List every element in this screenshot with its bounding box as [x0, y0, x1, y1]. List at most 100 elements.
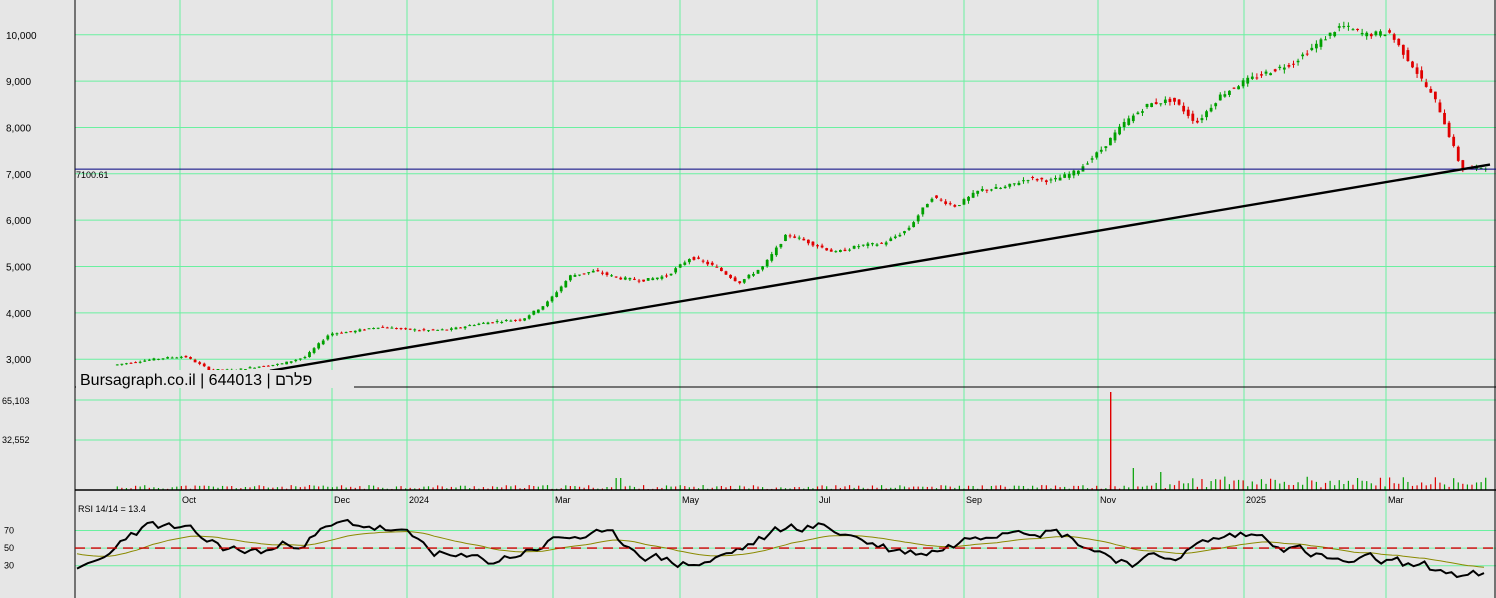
volume-bar [629, 485, 631, 490]
price-tick-label: 8,000 [6, 123, 31, 134]
volume-bar [1398, 483, 1400, 490]
volume-bar [844, 486, 846, 490]
volume-bar [999, 485, 1002, 490]
volume-bar [1004, 486, 1006, 490]
volume-bar [1022, 485, 1025, 490]
volume-bar [821, 485, 823, 490]
volume-bar [1260, 479, 1263, 490]
price-tick-label: 6,000 [6, 216, 31, 227]
candle [1282, 64, 1286, 74]
candle-body [774, 247, 778, 256]
x-axis-label: Jul [819, 495, 831, 505]
candle [1086, 161, 1089, 165]
candle [147, 358, 151, 361]
candle-body [1456, 146, 1460, 161]
candle-body [1342, 26, 1346, 28]
candle [971, 190, 975, 199]
candle [829, 248, 833, 252]
candle [953, 203, 957, 208]
candle-body [655, 277, 659, 280]
candle [720, 267, 723, 272]
volume-bar [1453, 478, 1455, 490]
candle [509, 319, 513, 322]
candle [482, 321, 485, 324]
candle-body [1104, 146, 1108, 149]
volume-bar [409, 487, 411, 490]
volume-bar [437, 485, 439, 490]
candle-body [1356, 28, 1359, 31]
candle [1273, 68, 1277, 73]
candle [811, 241, 815, 248]
candle [161, 358, 165, 361]
volume-bar [217, 487, 219, 490]
candle-body [1031, 177, 1035, 179]
candle-body [1017, 182, 1021, 186]
candle-body [486, 322, 490, 325]
candle-body [147, 359, 151, 361]
candle [1420, 66, 1424, 82]
candle [1099, 146, 1103, 154]
candle [257, 366, 261, 369]
volume-bar [812, 488, 814, 490]
volume-bar [377, 487, 379, 490]
volume-bar [940, 485, 942, 490]
candle-body [527, 315, 531, 319]
candle-body [1401, 44, 1405, 55]
volume-bar [185, 485, 187, 490]
candle-body [509, 320, 513, 322]
volume-bar [1192, 478, 1194, 490]
grid [75, 0, 1496, 598]
candle-body [619, 277, 623, 280]
candle-body [257, 366, 261, 368]
candle-body [1379, 31, 1382, 36]
volume-bar [1270, 478, 1272, 490]
candle [1022, 177, 1025, 184]
candle-body [1241, 80, 1245, 87]
candle-body [1205, 111, 1208, 118]
volume-bar [459, 485, 462, 490]
candle-body [1063, 174, 1067, 178]
candle [1250, 72, 1254, 81]
volume-bar [1443, 484, 1446, 490]
volume-bar [615, 478, 617, 490]
candle-body [454, 327, 458, 330]
volume-bar [1430, 484, 1432, 490]
volume-bar [1155, 482, 1157, 490]
candle-body [692, 257, 696, 260]
volume-bar [400, 486, 402, 490]
candle-body [1287, 65, 1291, 67]
volume-bar [972, 485, 974, 490]
candle-body [1250, 76, 1254, 79]
candle-body [999, 187, 1002, 189]
volume-bar [1164, 488, 1166, 490]
candle [578, 274, 581, 277]
candle-body [729, 274, 732, 278]
candle [1241, 78, 1245, 89]
candle [985, 189, 989, 194]
volume-bar [1297, 482, 1299, 490]
candle [546, 300, 549, 308]
volume-bar [922, 486, 924, 490]
candle [312, 346, 316, 355]
frame [74, 0, 1496, 598]
candle [935, 195, 938, 199]
volume-bar [853, 487, 855, 490]
candle-body [614, 276, 618, 278]
candle-body [1049, 179, 1053, 181]
volume-bar [903, 486, 906, 490]
trendline [269, 163, 1491, 372]
volume-bar [1329, 480, 1331, 490]
candle [1388, 28, 1392, 34]
candle [157, 358, 160, 361]
x-axis-label: Mar [555, 495, 571, 505]
volume-axis: 65,103 32,552 [2, 396, 30, 445]
volume-bar [798, 487, 800, 490]
candle [189, 356, 192, 360]
candle-body [706, 261, 710, 265]
candle-body [843, 249, 847, 252]
price-tick-label: 7,000 [6, 170, 31, 181]
candle [1324, 36, 1327, 41]
volume-bar [1018, 485, 1020, 490]
candle-body [1433, 91, 1437, 100]
volume-bar [1466, 484, 1469, 490]
